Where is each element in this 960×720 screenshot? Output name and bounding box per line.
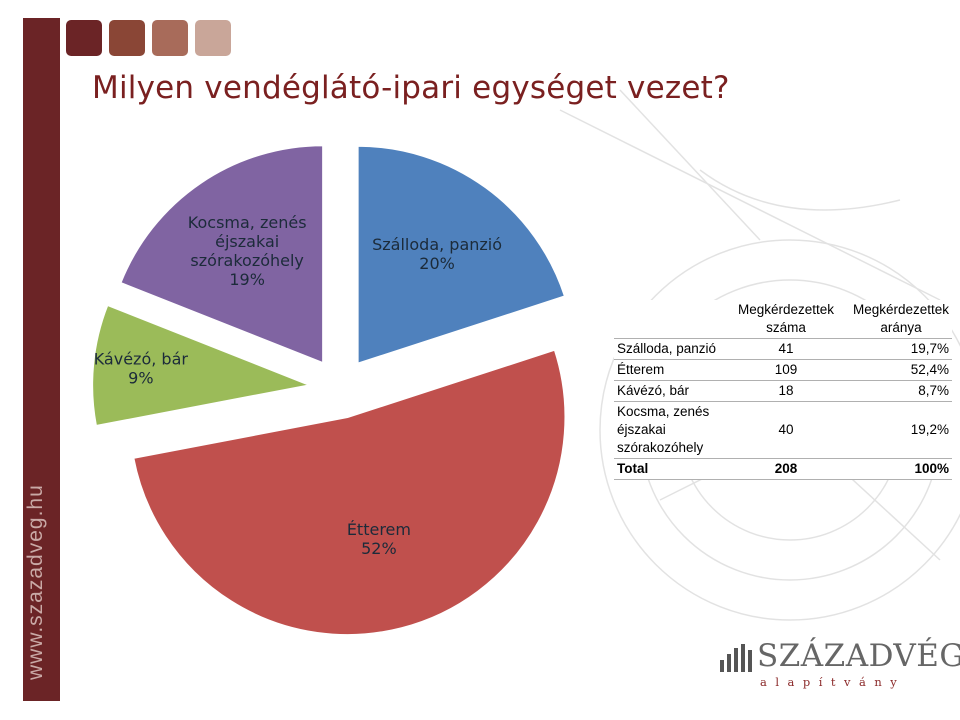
color-swatch [152,20,188,56]
table-cell-count: 208 [722,458,850,480]
slice-label: Kocsma, zenés éjszakai szórakozóhely 19% [188,213,307,289]
table-cell-share: 8,7% [850,380,953,402]
table-total-row: Total 208 100% [614,458,953,480]
table-header-cell: Megkérdezettek aránya [853,302,950,335]
pie-slice [119,144,325,365]
table-row: Kávézó, bár 18 8,7% [614,380,953,402]
table-header-cell: Megkérdezettek száma [737,302,835,335]
table-cell-share: 52,4% [850,359,953,381]
table-cell-category: Szálloda, panzió [614,338,722,360]
pie-slice [91,303,314,428]
page-title: Milyen vendéglátó-ipari egységet vezet? [92,70,730,106]
logo-name: SZÁZADVÉG [757,638,960,674]
logo-bars-icon [720,644,752,672]
color-swatch [109,20,145,56]
table-row: Étterem 109 52,4% [614,359,953,381]
table-cell-category: Total [614,458,722,480]
table-cell-count: 40 [722,401,850,459]
sidebar-band [23,18,60,701]
pie-slice [356,144,567,366]
logo-subtitle: alapítvány [760,675,906,689]
slice-label: Kávézó, bár 9% [94,350,189,388]
data-table: Megkérdezettek száma Megkérdezettek arán… [614,300,953,480]
table-cell-count: 41 [722,338,850,360]
table-cell-category: Kávézó, bár [614,380,722,402]
slice-label: Szálloda, panzió 20% [372,235,502,273]
table-cell-share: 19,7% [850,338,953,360]
slice-label: Étterem 52% [347,520,411,558]
szazadveg-logo: SZÁZADVÉG alapítvány [720,638,960,690]
table-cell-category: Kocsma, zenés éjszakai szórakozóhely [614,401,722,459]
table-row: Szálloda, panzió 41 19,7% [614,338,953,360]
table-cell-count: 109 [722,359,850,381]
table-cell-count: 18 [722,380,850,402]
color-swatch [66,20,102,56]
pie-slice [132,348,567,636]
table-cell-share: 19,2% [850,401,953,459]
table-row: Kocsma, zenés éjszakai szórakozóhely 40 … [614,401,953,459]
table-cell-category: Étterem [614,359,722,381]
table-header-row: Megkérdezettek száma Megkérdezettek arán… [614,300,952,339]
table-header-cell [614,300,722,339]
table-cell-share: 100% [850,458,953,480]
color-swatch [195,20,231,56]
color-swatches [66,20,231,56]
